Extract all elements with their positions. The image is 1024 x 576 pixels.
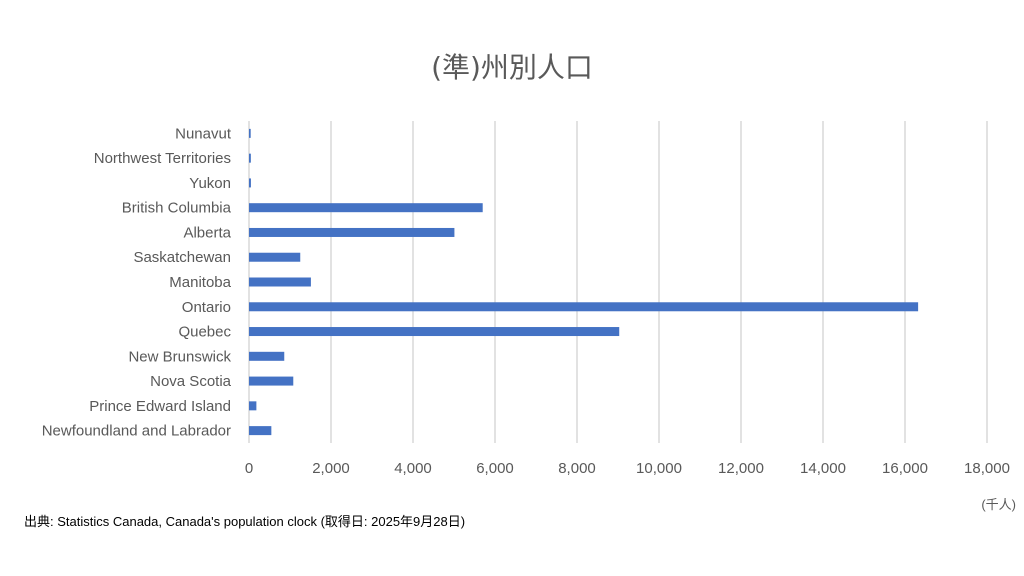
bar [249, 277, 311, 287]
category-label: Manitoba [169, 274, 231, 291]
x-tick-label: 16,000 [882, 460, 928, 477]
category-label: Quebec [178, 324, 231, 341]
category-label: Ontario [182, 299, 231, 316]
source-note: 出典: Statistics Canada, Canada's populati… [24, 514, 466, 529]
bar [249, 227, 455, 237]
gridlines [248, 121, 988, 443]
x-tick-label: 12,000 [718, 460, 764, 477]
category-label: British Columbia [122, 200, 232, 217]
bar [249, 351, 285, 361]
category-label: Yukon [189, 175, 231, 192]
bar [249, 426, 272, 436]
x-tick-label: 0 [245, 460, 253, 477]
x-tick-label: 10,000 [636, 460, 682, 477]
bar [249, 178, 251, 188]
x-tick-label: 14,000 [800, 460, 846, 477]
bar [249, 327, 620, 337]
category-label: Nova Scotia [150, 373, 232, 390]
unit-label: (千人) [981, 497, 1016, 512]
x-tick-label: 6,000 [476, 460, 514, 477]
x-tick-label: 8,000 [558, 460, 596, 477]
x-tick-labels: 0 2,000 4,000 6,000 8,000 10,000 12,000 14,000 1… [245, 460, 1010, 477]
bar [249, 401, 257, 411]
chart-title: (準)州別人口 [431, 51, 593, 84]
bar [249, 252, 301, 262]
x-tick-label: 4,000 [394, 460, 432, 477]
category-labels: Newfoundland and Labrador Prince Edward I… [42, 125, 232, 439]
category-label: New Brunswick [128, 348, 231, 365]
bar [249, 376, 294, 386]
bar [249, 153, 251, 163]
category-label: Alberta [183, 224, 231, 241]
category-label: Prince Edward Island [89, 398, 231, 415]
x-tick-label: 2,000 [312, 460, 350, 477]
x-tick-label: 18,000 [964, 460, 1010, 477]
bar [249, 302, 919, 312]
bar [249, 203, 483, 213]
category-label: Newfoundland and Labrador [42, 423, 231, 440]
category-label: Nunavut [175, 125, 232, 142]
bar [249, 128, 251, 138]
category-label: Saskatchewan [133, 249, 231, 266]
category-label: Northwest Territories [94, 150, 231, 167]
bars [249, 128, 919, 436]
